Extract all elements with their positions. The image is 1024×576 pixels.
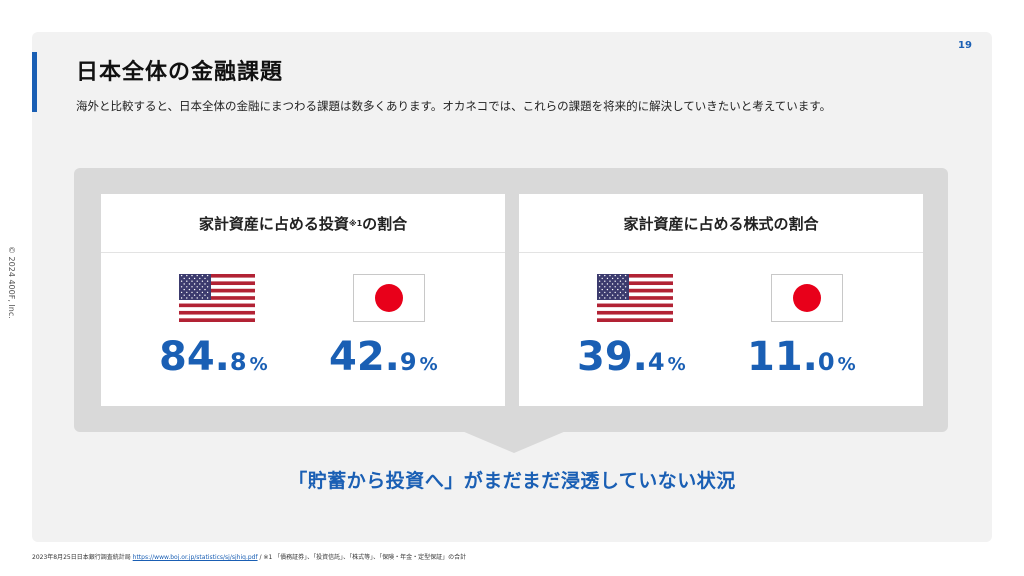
page-number: 19	[958, 40, 972, 51]
us-flag-icon	[597, 274, 673, 322]
page-subtitle: 海外と比較すると、日本全体の金融にまつわる課題は数多くあります。オカネコでは、こ…	[76, 99, 832, 113]
card-heading-tail: の割合	[362, 214, 408, 233]
us-stock-value: 39.4%	[577, 334, 686, 380]
jp-flag-circle	[793, 284, 821, 312]
card-heading: 家計資産に占める投資 ※1 の割合	[101, 194, 505, 253]
jp-flag-circle	[375, 284, 403, 312]
card-heading-main: 家計資産に占める株式の割合	[623, 214, 819, 233]
page-title: 日本全体の金融課題	[76, 60, 284, 85]
jp-flag-icon	[771, 274, 843, 322]
jp-stock-value: 11.0%	[747, 334, 856, 380]
title-accent-bar	[32, 52, 37, 112]
conclusion-message: 「貯蓄から投資へ」がまだまだ浸透していない状況	[288, 470, 736, 492]
card-heading: 家計資産に占める株式の割合	[519, 194, 923, 253]
jp-investment-value: 42.9%	[329, 334, 438, 380]
stock-ratio-card: 家計資産に占める株式の割合 39.4% 11.0%	[519, 194, 923, 406]
footnote-suffix: / ※1 「債務証券」、「投資信託」、「株式等」、「保険・年金・定型保証」の合計	[257, 554, 467, 561]
copyright-text: © 2024 400F, Inc.	[7, 246, 16, 319]
panel-pointer-arrow	[462, 431, 566, 453]
investment-ratio-card: 家計資産に占める投資 ※1 の割合 84.8% 42.9%	[101, 194, 505, 406]
us-flag-icon	[179, 274, 255, 322]
card-heading-main: 家計資産に占める投資	[198, 214, 349, 233]
source-link[interactable]: https://www.boj.or.jp/statistics/sj/sjhi…	[132, 554, 258, 561]
footnote-prefix: 2023年8月25日日本銀行調査統計局	[32, 554, 131, 561]
source-footnote: 2023年8月25日日本銀行調査統計局 https://www.boj.or.j…	[32, 552, 466, 561]
card-heading-note: ※1	[348, 218, 363, 228]
us-investment-value: 84.8%	[159, 334, 268, 380]
jp-flag-icon	[353, 274, 425, 322]
